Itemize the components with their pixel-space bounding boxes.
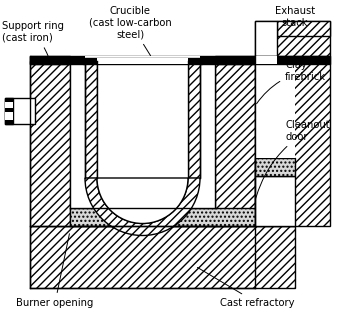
Bar [5,98,35,124]
Text: Cast refractory: Cast refractory [197,267,294,308]
Bar [215,56,255,64]
Bar [255,56,330,226]
Bar [255,21,277,56]
Bar [30,56,255,64]
Bar [30,56,70,64]
Bar [277,21,330,36]
Bar [255,21,330,56]
Bar [5,112,13,120]
Bar [97,58,188,64]
Bar [70,61,215,208]
Bar [97,61,188,178]
Bar [5,98,13,124]
Bar [188,61,200,178]
Bar [255,158,295,176]
Bar [255,176,295,226]
Bar [30,61,70,226]
Bar [83,58,202,64]
Text: Clay
firebrick: Clay firebrick [257,60,326,104]
Text: Burner opening: Burner opening [16,234,94,308]
Bar [85,56,200,64]
Text: Crucible
(cast low-carbon
steel): Crucible (cast low-carbon steel) [88,6,171,56]
Bar [5,102,13,108]
Bar [255,56,330,64]
Wedge shape [85,178,200,235]
Wedge shape [97,178,188,223]
Text: Support ring
(cast iron): Support ring (cast iron) [2,21,64,58]
Text: Exhaust
stack: Exhaust stack [275,6,315,31]
Bar [30,226,295,288]
Bar [255,64,295,158]
Bar [215,61,255,226]
Bar [70,208,255,226]
Text: Cleanout
door: Cleanout door [256,120,330,198]
Bar [255,56,277,64]
Bar [85,61,97,178]
